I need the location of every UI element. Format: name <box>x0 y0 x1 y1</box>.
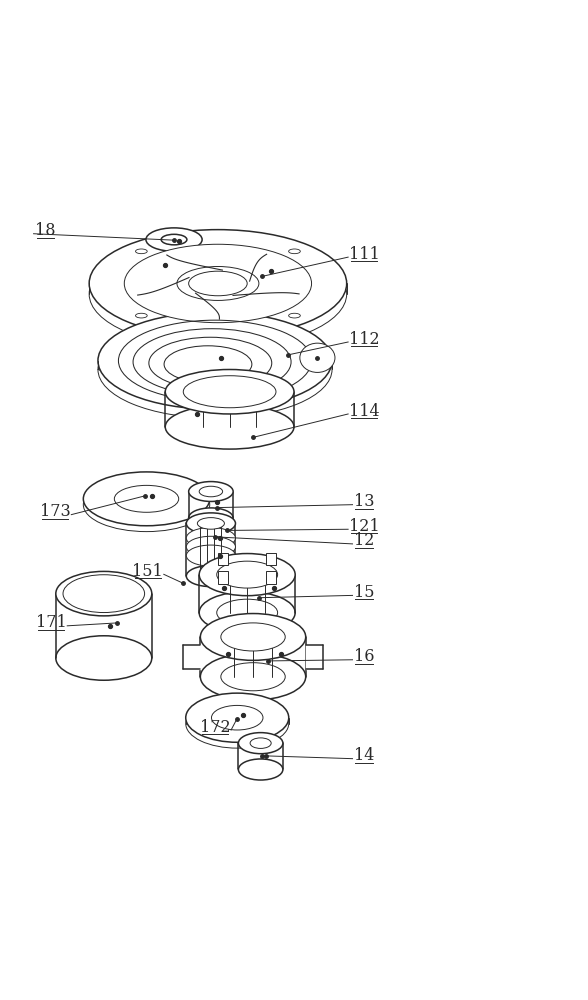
Ellipse shape <box>89 230 347 337</box>
Ellipse shape <box>186 566 235 587</box>
Ellipse shape <box>198 518 225 529</box>
Ellipse shape <box>199 554 295 596</box>
Text: 114: 114 <box>349 403 379 420</box>
Ellipse shape <box>201 653 306 700</box>
Ellipse shape <box>212 705 263 730</box>
Ellipse shape <box>177 266 259 300</box>
Text: 171: 171 <box>36 614 66 631</box>
Ellipse shape <box>186 528 235 549</box>
Ellipse shape <box>238 759 283 780</box>
Text: 172: 172 <box>200 719 230 736</box>
Text: 18: 18 <box>35 222 55 239</box>
Text: 112: 112 <box>349 331 379 348</box>
Ellipse shape <box>56 636 152 680</box>
Text: 173: 173 <box>40 503 71 520</box>
Ellipse shape <box>135 313 147 318</box>
Ellipse shape <box>135 249 147 254</box>
Text: 151: 151 <box>132 563 163 580</box>
Ellipse shape <box>217 599 278 626</box>
Ellipse shape <box>186 545 235 566</box>
Text: 13: 13 <box>354 493 375 510</box>
Ellipse shape <box>221 623 285 651</box>
Text: 16: 16 <box>354 648 375 665</box>
Polygon shape <box>218 571 229 584</box>
Text: 111: 111 <box>349 246 380 263</box>
Ellipse shape <box>83 478 210 532</box>
Ellipse shape <box>63 575 145 613</box>
Ellipse shape <box>165 369 294 414</box>
Ellipse shape <box>83 472 210 526</box>
Ellipse shape <box>189 482 233 501</box>
Ellipse shape <box>300 343 335 372</box>
Ellipse shape <box>183 376 276 408</box>
Ellipse shape <box>217 561 278 588</box>
Ellipse shape <box>161 234 187 245</box>
Ellipse shape <box>201 614 306 660</box>
Polygon shape <box>266 571 276 584</box>
Ellipse shape <box>238 733 283 754</box>
Polygon shape <box>266 553 276 565</box>
Ellipse shape <box>89 240 347 348</box>
Polygon shape <box>218 553 229 565</box>
Ellipse shape <box>199 486 223 497</box>
Ellipse shape <box>146 228 202 251</box>
Ellipse shape <box>98 321 332 418</box>
Text: 12: 12 <box>354 532 375 549</box>
Text: 15: 15 <box>354 584 375 601</box>
Ellipse shape <box>199 592 295 634</box>
Ellipse shape <box>186 699 289 748</box>
Ellipse shape <box>114 485 179 512</box>
Text: 121: 121 <box>349 518 379 535</box>
Ellipse shape <box>289 313 300 318</box>
Ellipse shape <box>250 738 271 748</box>
Ellipse shape <box>165 405 294 449</box>
Ellipse shape <box>189 508 233 528</box>
Ellipse shape <box>189 271 247 296</box>
Ellipse shape <box>124 244 312 323</box>
Text: 14: 14 <box>354 747 375 764</box>
Ellipse shape <box>221 663 285 691</box>
Ellipse shape <box>186 693 289 742</box>
Ellipse shape <box>56 571 152 616</box>
Ellipse shape <box>186 536 235 557</box>
Ellipse shape <box>289 249 300 254</box>
Ellipse shape <box>186 513 235 534</box>
Ellipse shape <box>98 312 332 409</box>
